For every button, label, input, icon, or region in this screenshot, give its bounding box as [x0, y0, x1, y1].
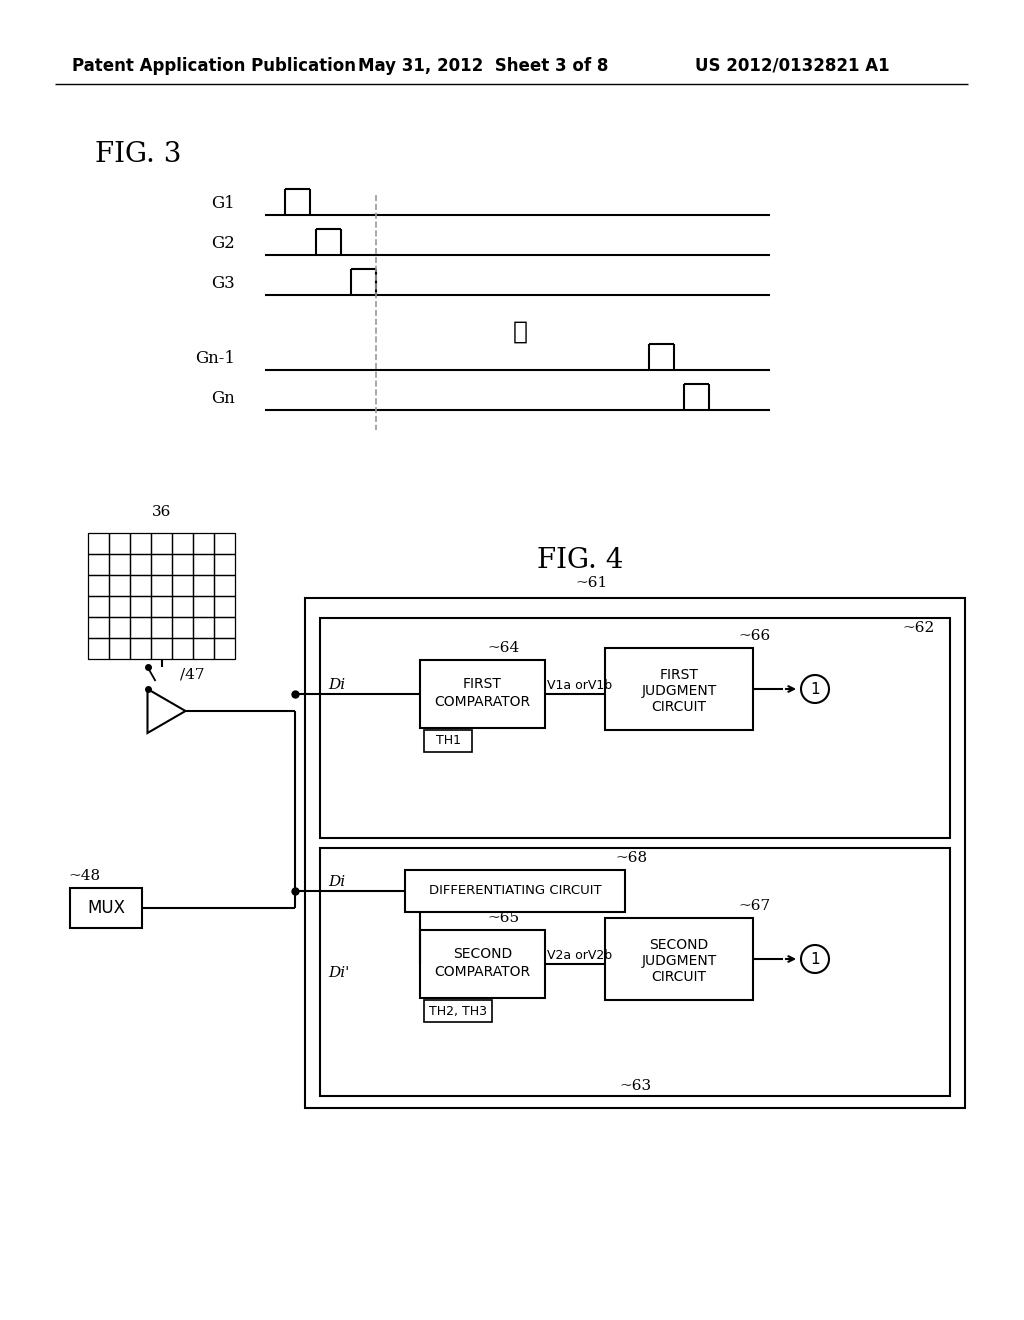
Text: /47: /47 — [180, 668, 205, 682]
Bar — [88, 638, 109, 659]
Text: DIFFERENTIATING CIRCUIT: DIFFERENTIATING CIRCUIT — [429, 884, 601, 898]
Bar — [109, 616, 130, 638]
Bar — [424, 1001, 492, 1022]
Bar — [172, 554, 193, 576]
Bar — [88, 576, 109, 597]
Bar — [109, 638, 130, 659]
Text: FIRST: FIRST — [659, 668, 698, 682]
Text: ~64: ~64 — [487, 642, 520, 655]
Text: 36: 36 — [152, 506, 171, 519]
Bar — [319, 618, 950, 838]
Bar — [193, 597, 214, 616]
Text: TH1: TH1 — [435, 734, 461, 747]
Bar — [214, 554, 234, 576]
Bar — [193, 554, 214, 576]
Text: ~62: ~62 — [903, 620, 935, 635]
Bar — [88, 554, 109, 576]
Bar — [605, 648, 753, 730]
Bar — [214, 576, 234, 597]
Text: Gn-1: Gn-1 — [195, 350, 234, 367]
Text: V1a orV1b: V1a orV1b — [547, 678, 612, 692]
Bar — [151, 554, 172, 576]
Bar — [420, 931, 545, 998]
Text: FIG. 3: FIG. 3 — [95, 141, 181, 169]
Bar — [151, 597, 172, 616]
Text: CIRCUIT: CIRCUIT — [651, 970, 707, 983]
Bar — [319, 847, 950, 1096]
Bar — [420, 660, 545, 729]
Bar — [88, 616, 109, 638]
Bar — [130, 533, 151, 554]
Text: V2a orV2b: V2a orV2b — [547, 949, 612, 962]
Bar — [130, 616, 151, 638]
Bar — [109, 554, 130, 576]
Text: FIRST: FIRST — [463, 677, 502, 690]
Text: Di: Di — [328, 678, 345, 692]
Bar — [193, 576, 214, 597]
Bar — [406, 870, 625, 912]
Text: ~67: ~67 — [738, 899, 770, 913]
Text: 1: 1 — [810, 681, 820, 697]
Bar — [172, 638, 193, 659]
Bar — [305, 598, 965, 1107]
Text: COMPARATOR: COMPARATOR — [434, 965, 530, 979]
Bar — [130, 554, 151, 576]
Bar — [214, 533, 234, 554]
Bar — [109, 597, 130, 616]
Text: MUX: MUX — [87, 899, 125, 917]
Text: ⋮: ⋮ — [512, 321, 527, 343]
Bar — [193, 638, 214, 659]
Text: ~63: ~63 — [618, 1078, 651, 1093]
Text: SECOND: SECOND — [453, 946, 512, 961]
Bar — [172, 533, 193, 554]
Bar — [109, 533, 130, 554]
Bar — [214, 638, 234, 659]
Bar — [70, 888, 142, 928]
Text: ~68: ~68 — [615, 851, 647, 865]
Text: G3: G3 — [211, 275, 234, 292]
Text: G1: G1 — [211, 195, 234, 213]
Text: FIG. 4: FIG. 4 — [537, 546, 624, 573]
Text: G2: G2 — [211, 235, 234, 252]
Text: Gn: Gn — [211, 389, 234, 407]
Bar — [193, 616, 214, 638]
Bar — [172, 597, 193, 616]
Text: US 2012/0132821 A1: US 2012/0132821 A1 — [695, 57, 890, 75]
Bar — [130, 638, 151, 659]
Bar — [214, 597, 234, 616]
Bar — [130, 597, 151, 616]
Bar — [424, 730, 472, 752]
Text: SECOND: SECOND — [649, 939, 709, 952]
Bar — [193, 533, 214, 554]
Bar — [151, 533, 172, 554]
Bar — [151, 576, 172, 597]
Text: TH2, TH3: TH2, TH3 — [429, 1005, 487, 1018]
Bar — [151, 616, 172, 638]
Bar — [88, 597, 109, 616]
Bar — [605, 917, 753, 1001]
Bar — [151, 638, 172, 659]
Text: ~65: ~65 — [487, 911, 519, 925]
Bar — [172, 616, 193, 638]
Text: ~48: ~48 — [68, 869, 100, 883]
Bar — [109, 576, 130, 597]
Text: JUDGMENT: JUDGMENT — [641, 954, 717, 968]
Bar — [130, 576, 151, 597]
Text: 1: 1 — [810, 952, 820, 966]
Text: ~66: ~66 — [738, 630, 770, 643]
Text: Di: Di — [328, 875, 345, 888]
Bar — [172, 576, 193, 597]
Text: JUDGMENT: JUDGMENT — [641, 684, 717, 698]
Text: May 31, 2012  Sheet 3 of 8: May 31, 2012 Sheet 3 of 8 — [358, 57, 608, 75]
Text: CIRCUIT: CIRCUIT — [651, 700, 707, 714]
Text: COMPARATOR: COMPARATOR — [434, 696, 530, 709]
Bar — [214, 616, 234, 638]
Text: ~61: ~61 — [575, 576, 607, 590]
Text: Patent Application Publication: Patent Application Publication — [72, 57, 356, 75]
Text: Di': Di' — [328, 966, 349, 979]
Bar — [88, 533, 109, 554]
